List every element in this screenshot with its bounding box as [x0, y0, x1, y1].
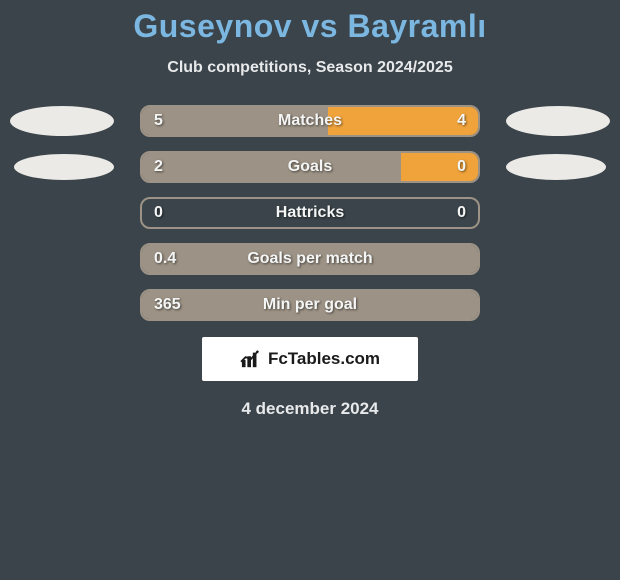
stat-fill-left: [142, 153, 401, 181]
stat-label: Matches: [278, 112, 342, 130]
player-right-ellipse: [506, 154, 606, 180]
stat-value-left: 2: [154, 158, 163, 176]
stat-row: 5 4 Matches: [0, 105, 620, 137]
stat-label: Goals: [288, 158, 332, 176]
stat-label: Hattricks: [276, 204, 344, 222]
player-left-ellipse: [14, 154, 114, 180]
stat-value-left: 0.4: [154, 250, 176, 268]
player-left-ellipse: [10, 106, 114, 136]
stat-bar: 5 4 Matches: [140, 105, 480, 137]
stat-bar: 0.4 Goals per match: [140, 243, 480, 275]
stat-row: 2 0 Goals: [0, 151, 620, 183]
stat-bar: 365 Min per goal: [140, 289, 480, 321]
stats-list: 5 4 Matches 2 0 Goals 0 0 Hattricks 0.4 Goals per …: [0, 105, 620, 321]
stat-label: Goals per match: [247, 250, 372, 268]
page-subtitle: Club competitions, Season 2024/2025: [0, 59, 620, 77]
stat-value-right: 0: [457, 158, 466, 176]
stat-value-left: 5: [154, 112, 163, 130]
bar-chart-icon: [240, 349, 262, 369]
branding-badge: FcTables.com: [202, 337, 418, 381]
stat-label: Min per goal: [263, 296, 357, 314]
stat-bar: 0 0 Hattricks: [140, 197, 480, 229]
stat-row: 0 0 Hattricks: [0, 197, 620, 229]
stat-row: 365 Min per goal: [0, 289, 620, 321]
page-title: Guseynov vs Bayramlı: [0, 8, 620, 45]
date-label: 4 december 2024: [0, 399, 620, 419]
stat-value-right: 4: [457, 112, 466, 130]
branding-text: FcTables.com: [268, 349, 380, 369]
stat-value-right: 0: [457, 204, 466, 222]
stat-bar: 2 0 Goals: [140, 151, 480, 183]
stat-fill-right: [328, 107, 478, 135]
stat-value-left: 0: [154, 204, 163, 222]
stat-fill-right: [401, 153, 478, 181]
player-right-ellipse: [506, 106, 610, 136]
stat-row: 0.4 Goals per match: [0, 243, 620, 275]
comparison-container: Guseynov vs Bayramlı Club competitions, …: [0, 0, 620, 419]
stat-value-left: 365: [154, 296, 181, 314]
